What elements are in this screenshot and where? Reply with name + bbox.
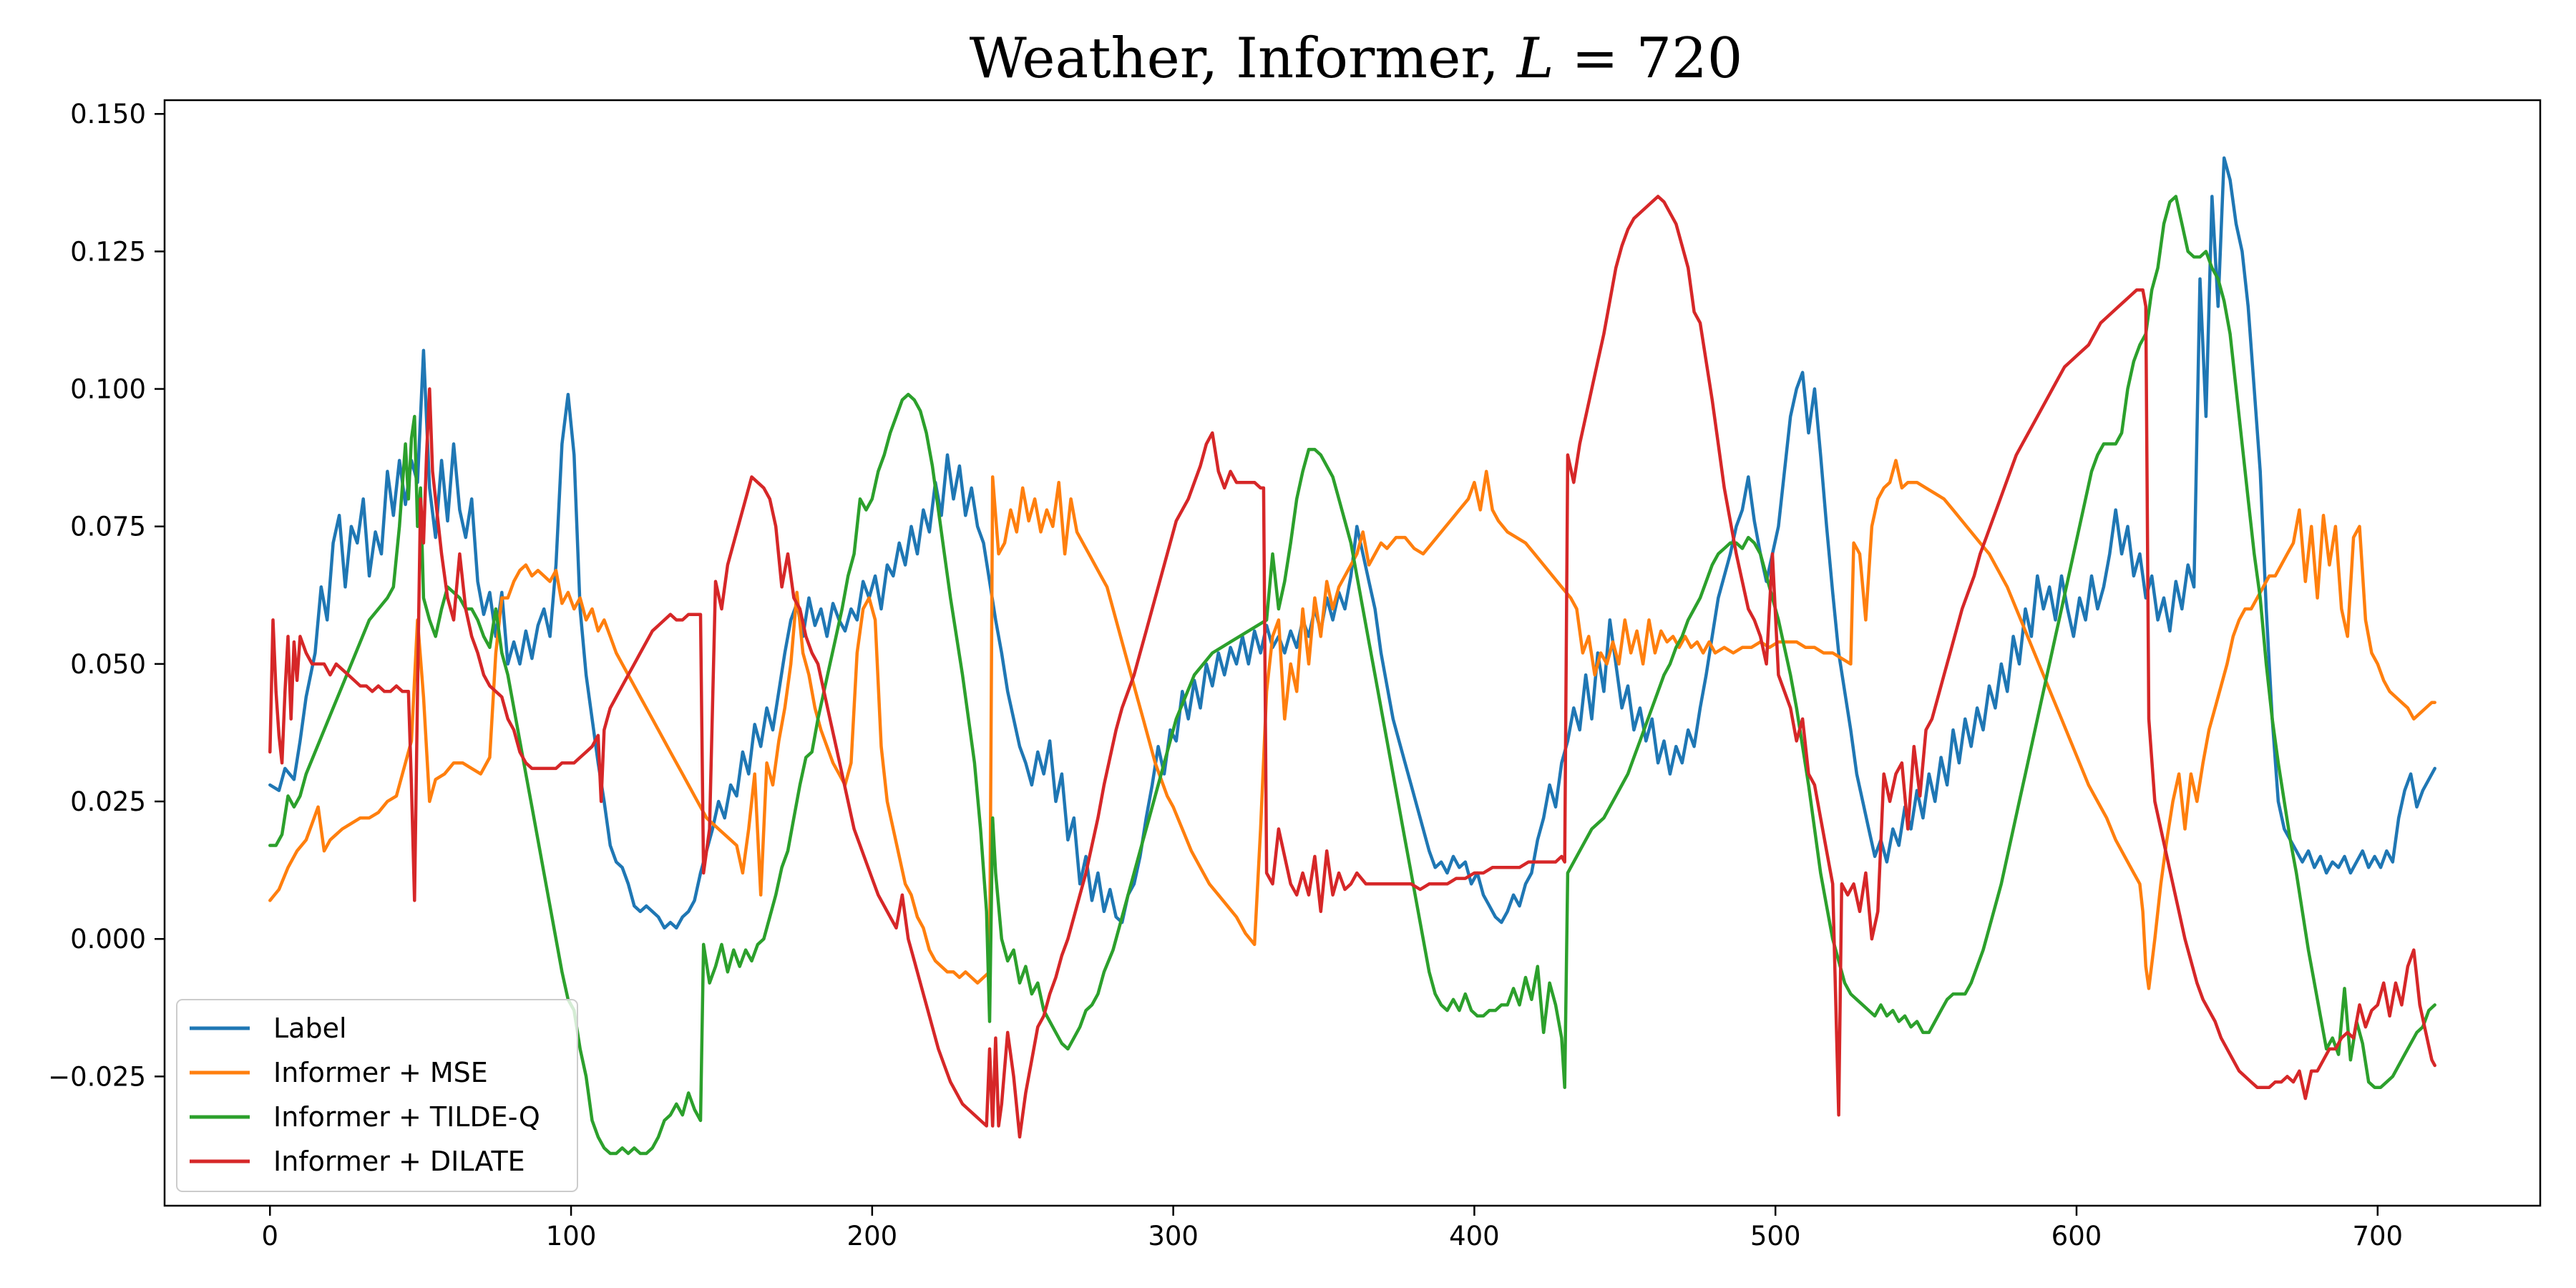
series-line-0 (268, 156, 2436, 930)
y-tick-label: 0.125 (70, 236, 146, 267)
y-tick-label: −0.025 (48, 1061, 146, 1092)
legend-label: Informer + MSE (273, 1057, 488, 1088)
plot-frame (163, 99, 2542, 1207)
legend: Label Informer + MSE Informer + TILDE-Q Inf… (176, 999, 578, 1192)
y-axis: −0.025 0.000 0.025 0.050 0.075 0.100 0.125 0.15… (48, 99, 165, 1092)
x-tick-label: 300 (1148, 1221, 1199, 1252)
x-tick-label: 600 (2051, 1221, 2102, 1252)
y-tick-label: 0.075 (70, 512, 146, 542)
x-axis: 0 100 200 300 400 500 600 700 (262, 1206, 2403, 1252)
y-tick-label: 0.025 (70, 786, 146, 817)
x-tick-label: 100 (546, 1221, 597, 1252)
y-tick-label: 0.150 (70, 99, 146, 130)
y-tick-label: 0.100 (70, 374, 146, 405)
title-variable: L (1516, 26, 1554, 91)
series-line-2 (268, 195, 2436, 1156)
x-tick-label: 200 (847, 1221, 898, 1252)
series-line-1 (268, 459, 2436, 990)
x-tick-label: 0 (262, 1221, 279, 1252)
series-lines (268, 156, 2436, 1156)
x-tick-label: 400 (1449, 1221, 1500, 1252)
y-tick-label: 0.050 (70, 649, 146, 680)
chart-title: Weather, Informer, L = 720 (970, 26, 1743, 91)
legend-label: Informer + TILDE-Q (273, 1101, 540, 1133)
legend-box (176, 999, 578, 1192)
title-prefix: Weather, Informer, (970, 26, 1517, 91)
series-line-3 (268, 195, 2436, 1139)
legend-label: Informer + DILATE (273, 1146, 525, 1177)
x-tick-label: 700 (2352, 1221, 2403, 1252)
y-tick-label: 0.000 (70, 924, 146, 955)
legend-label: Label (273, 1013, 347, 1044)
x-tick-label: 500 (1750, 1221, 1801, 1252)
title-suffix: = 720 (1554, 26, 1743, 91)
